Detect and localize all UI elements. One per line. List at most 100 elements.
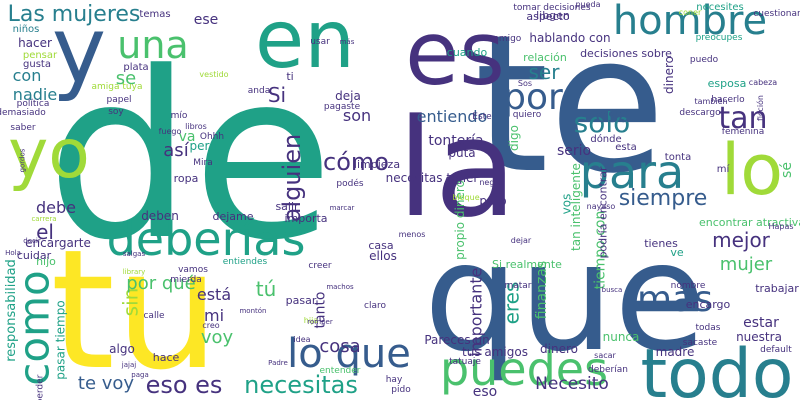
cloud-word: entiendo — [416, 107, 488, 126]
cloud-word: puto — [479, 194, 507, 208]
cloud-word: coner — [678, 8, 702, 17]
cloud-word: fuego — [158, 127, 182, 136]
cloud-word: estar — [743, 315, 779, 331]
cloud-word: hacer — [18, 36, 52, 50]
cloud-word: más — [339, 37, 355, 46]
cloud-word: Mira — [193, 157, 213, 168]
cloud-word: machos — [326, 282, 354, 291]
cloud-word: por — [503, 77, 563, 118]
cloud-word: Las mujeres — [7, 2, 141, 27]
cloud-word: así — [163, 140, 189, 161]
cloud-word: Hapas — [768, 222, 794, 231]
cloud-word: encargo — [685, 297, 731, 311]
cloud-word: creer — [308, 260, 332, 271]
cloud-word: también — [694, 97, 728, 106]
cloud-word: pensar — [22, 50, 58, 61]
cloud-word: puedes — [439, 342, 609, 396]
cloud-word: quiero — [512, 109, 542, 120]
cloud-word: necesitas — [244, 371, 358, 399]
cloud-word: mujer — [719, 254, 773, 275]
cloud-word: algo — [109, 342, 135, 356]
cloud-word: cómo — [323, 148, 389, 176]
cloud-word: te — [474, 0, 666, 215]
cloud-word: nunca — [602, 330, 640, 344]
cloud-word: lo que — [287, 331, 411, 377]
cloud-word: que — [423, 211, 707, 385]
cloud-word: Ohhh — [199, 131, 225, 142]
cloud-word: Padre — [268, 358, 288, 367]
cloud-word: de — [46, 24, 334, 291]
cloud-word: digo — [506, 125, 521, 151]
cloud-word: encargarte — [25, 236, 91, 250]
cloud-word: jajaj — [121, 360, 137, 369]
cloud-word: ellos — [369, 249, 397, 263]
cloud-word: calle — [143, 310, 165, 321]
cloud-word: femenina — [721, 126, 765, 137]
cloud-word: montón — [239, 306, 267, 315]
cloud-word: va — [178, 129, 196, 145]
cloud-word: tontería — [428, 133, 484, 149]
cloud-word: como — [10, 270, 59, 386]
cloud-word: vos — [558, 193, 573, 215]
cloud-word: limpieza — [353, 157, 401, 171]
cloud-word: tomar decisiones — [513, 2, 591, 13]
cloud-word: deben — [141, 209, 179, 223]
cloud-word: relación — [523, 50, 567, 64]
cloud-word: preocupes — [695, 32, 743, 43]
cloud-word: puedo — [689, 54, 719, 65]
cloud-word: busca — [601, 285, 623, 294]
cloud-word: podés — [336, 178, 364, 189]
cloud-word: responsabilidad — [3, 258, 19, 362]
cloud-word: tus amigos — [462, 345, 528, 359]
cloud-word: pagaste — [323, 101, 361, 112]
cloud-word: plata — [123, 62, 149, 73]
cloud-word: hombre — [612, 0, 768, 44]
cloud-word: mierda — [170, 274, 202, 285]
cloud-word: library — [122, 267, 146, 276]
cloud-word: serio — [556, 143, 592, 159]
cloud-word: tú — [255, 277, 277, 301]
cloud-word: sacar — [594, 351, 616, 360]
cloud-word: entender — [319, 365, 361, 376]
cloud-word: gusta — [23, 59, 51, 70]
cloud-word: nadie — [12, 85, 58, 104]
cloud-word: yo — [8, 115, 90, 194]
cloud-word: pido — [391, 384, 411, 395]
cloud-word: dinero — [540, 342, 578, 356]
cloud-word: nombre — [670, 280, 706, 291]
cloud-word: decir — [23, 236, 41, 245]
cloud-word: cuidar — [16, 248, 52, 262]
cloud-word: ese — [193, 12, 219, 28]
cloud-word: nayaso — [586, 202, 616, 211]
cloud-word: está — [196, 285, 232, 304]
cloud-word: entiendes — [222, 256, 268, 267]
cloud-word: Pareces un — [424, 333, 490, 347]
cloud-word: salgas — [122, 249, 146, 258]
cloud-word: madre — [655, 345, 695, 359]
cloud-word: decisiones sobre — [580, 46, 672, 60]
cloud-word: el — [36, 220, 54, 244]
cloud-word: la — [396, 89, 518, 247]
cloud-word: política — [16, 98, 50, 109]
cloud-word: hace — [152, 350, 180, 364]
cloud-word: libgen — [536, 8, 570, 22]
cloud-word: perder — [35, 374, 46, 400]
cloud-word: Este — [472, 111, 492, 122]
cloud-word: niños — [12, 24, 40, 35]
cloud-word: y — [51, 0, 107, 104]
cloud-word: gordos — [18, 148, 27, 172]
cloud-word: siempre — [618, 186, 708, 211]
cloud-word: cuestionar — [753, 8, 800, 19]
cloud-word: saber — [10, 122, 36, 133]
cloud-word: ser — [528, 60, 560, 84]
cloud-word: pueda — [575, 0, 601, 9]
cloud-word: cabeza — [748, 78, 778, 87]
cloud-word: dinero — [661, 56, 676, 94]
cloud-word: todas — [695, 322, 721, 333]
cloud-word: encontrar atractiva — [698, 215, 800, 229]
cloud-word: pasar — [285, 293, 317, 307]
cloud-word: casa — [368, 238, 394, 252]
cloud-word: conmigo — [482, 33, 522, 44]
cloud-word: debe — [36, 198, 76, 217]
cloud-word: es — [405, 2, 505, 105]
